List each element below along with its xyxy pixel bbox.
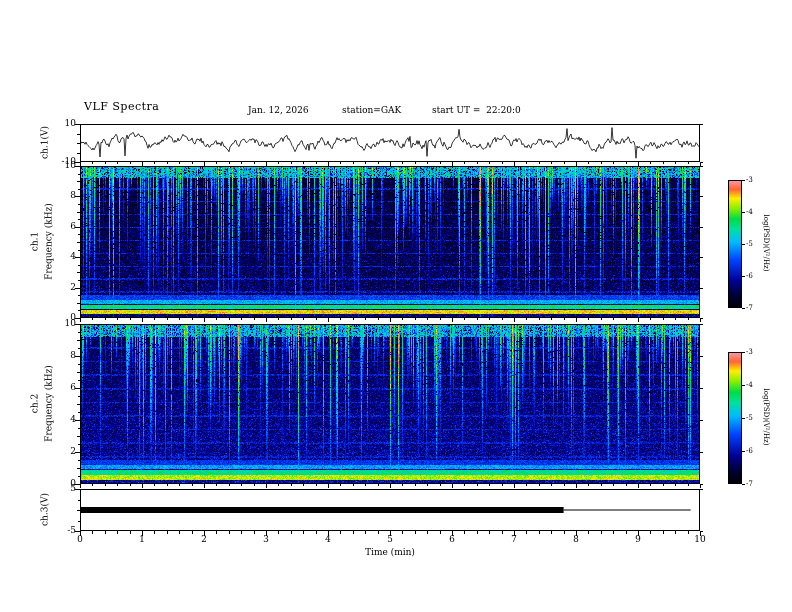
ch1-wave-axis-label: ch.1(V) xyxy=(40,126,51,159)
x-tick-label: 3 xyxy=(263,535,269,545)
x-tick-label: 1 xyxy=(139,535,145,545)
ch2-spectrogram-canvas xyxy=(80,324,700,484)
colorbar-tick-label: -5 xyxy=(746,414,753,422)
y-tick-label: 4 xyxy=(70,252,76,262)
colorbar-tick-label: -6 xyxy=(746,447,753,455)
date-label: Jan. 12, 2026 xyxy=(248,106,309,116)
ch3-axis-label: ch.3(V) xyxy=(40,493,51,526)
y-tick-label: 6 xyxy=(70,383,76,393)
y-tick-label: 2 xyxy=(70,447,76,457)
ch1-channel-label: ch.1 xyxy=(30,231,41,252)
y-tick-label: 4 xyxy=(70,415,76,425)
colorbar-tick-label: -5 xyxy=(746,240,753,248)
ch2-frequency-axis-label: Frequency (kHz) xyxy=(44,365,55,442)
colorbar-tick-label: -4 xyxy=(746,208,753,216)
colorbar-tick-label: -6 xyxy=(746,272,753,280)
colorbar1-canvas xyxy=(728,180,742,308)
y-tick-label: 10 xyxy=(64,319,76,329)
x-tick-label: 5 xyxy=(387,535,393,545)
plot-title: VLF Spectra xyxy=(84,100,160,113)
ch1-frequency-axis-label: Frequency (kHz) xyxy=(44,203,55,280)
x-tick-label: 2 xyxy=(201,535,207,545)
colorbar2-title: log(PSD)(V²/Hz) xyxy=(762,388,770,446)
start-ut-label: start UT = 22:20:0 xyxy=(432,106,521,116)
ch3-trace-canvas xyxy=(80,489,700,531)
y-tick-label: -5 xyxy=(67,526,76,536)
y-tick-label: 0 xyxy=(70,479,76,489)
y-tick-label: -10 xyxy=(61,157,77,167)
y-tick-label: 10 xyxy=(64,119,76,129)
ch1-spectrogram-canvas xyxy=(80,166,700,318)
colorbar1-title: log(PSD)(V²/Hz) xyxy=(762,214,770,272)
ch2-channel-label: ch.2 xyxy=(30,393,41,414)
x-tick-label: 6 xyxy=(449,535,455,545)
y-tick-label: 10 xyxy=(64,161,76,171)
x-tick-label: 4 xyxy=(325,535,331,545)
colorbar-tick-label: -4 xyxy=(746,381,753,389)
colorbar-tick-label: -7 xyxy=(746,304,753,312)
colorbar-tick-label: -3 xyxy=(746,176,753,184)
station-label: station=GAK xyxy=(342,106,402,116)
x-tick-label: 10 xyxy=(694,535,706,545)
x-axis-title: Time (min) xyxy=(365,548,415,558)
x-tick-label: 9 xyxy=(635,535,641,545)
colorbar2-canvas xyxy=(728,352,742,484)
colorbar-tick-label: -7 xyxy=(746,480,753,488)
y-tick-label: 5 xyxy=(70,484,76,494)
y-tick-label: 2 xyxy=(70,283,76,293)
y-tick-label: 8 xyxy=(70,191,76,201)
colorbar-tick-label: -3 xyxy=(746,348,753,356)
y-tick-label: 0 xyxy=(70,313,76,323)
x-tick-label: 8 xyxy=(573,535,579,545)
ch1-waveform-canvas xyxy=(80,124,700,162)
x-tick-label: 0 xyxy=(77,535,83,545)
y-tick-label: 6 xyxy=(70,222,76,232)
x-tick-label: 7 xyxy=(511,535,517,545)
y-tick-label: 8 xyxy=(70,351,76,361)
